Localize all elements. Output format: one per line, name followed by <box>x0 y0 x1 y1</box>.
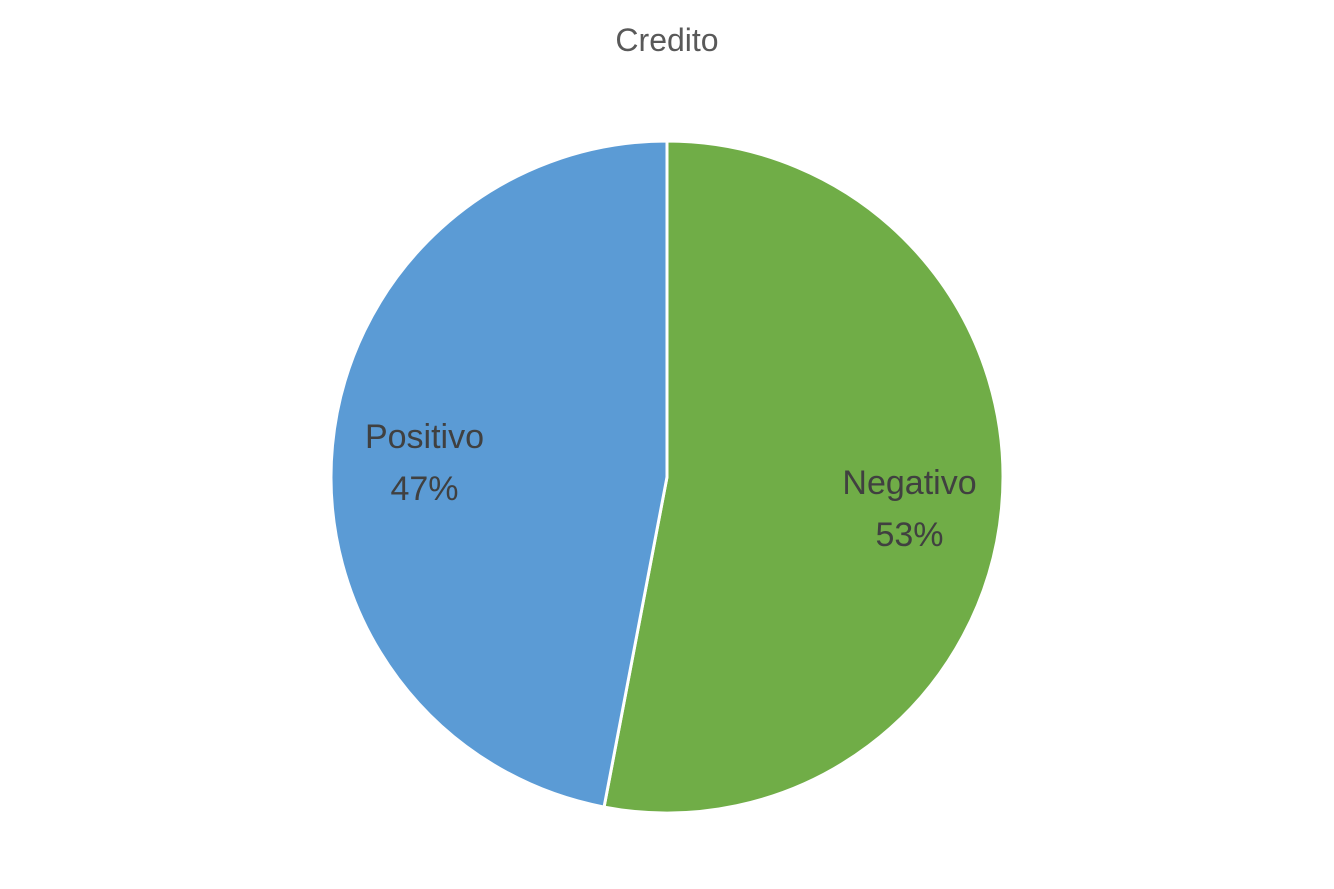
data-label-category: Positivo <box>365 418 484 456</box>
pie-slice-positivo <box>329 139 669 809</box>
chart-title: Credito <box>615 22 719 58</box>
data-label-negativo: Negativo 53% <box>842 464 976 554</box>
data-label-percent: 53% <box>875 516 943 554</box>
pie-slice-negativo <box>602 139 1005 815</box>
data-label-positivo: Positivo 47% <box>365 418 484 508</box>
data-label-category: Negativo <box>842 464 976 502</box>
data-label-percent: 47% <box>390 470 458 508</box>
